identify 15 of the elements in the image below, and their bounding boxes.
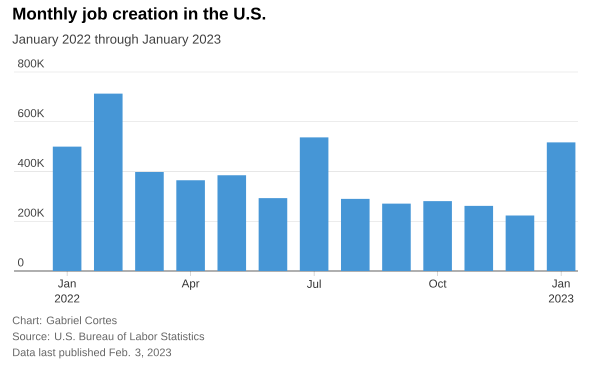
text: Chart: Gabriel Cortes (12, 316, 117, 324)
x-tick-label: Jan 2022 (54, 280, 80, 303)
x-tick-label: Jan 2023 (548, 280, 574, 303)
text: Data last published Feb. 3, 2023 (13, 348, 172, 358)
y-tick-label: 200K (18, 208, 44, 217)
x-tick-label: Oct (429, 280, 446, 288)
chart-subtitle: January 2022 through January 2023 (12, 34, 220, 46)
y-tick-label: 800K (18, 59, 44, 68)
x-tick-label: Jul (306, 280, 321, 288)
y-tick-label: 400K (18, 158, 44, 167)
y-tick-label: 600K (18, 109, 44, 118)
y-tick-label: 0 (18, 258, 24, 266)
source-note: Source: U.S. Bureau of Labor Statistics (12, 332, 204, 340)
chart-title: Monthly job creation in the U.S. (13, 7, 266, 24)
x-tick-label: Apr (182, 280, 200, 290)
